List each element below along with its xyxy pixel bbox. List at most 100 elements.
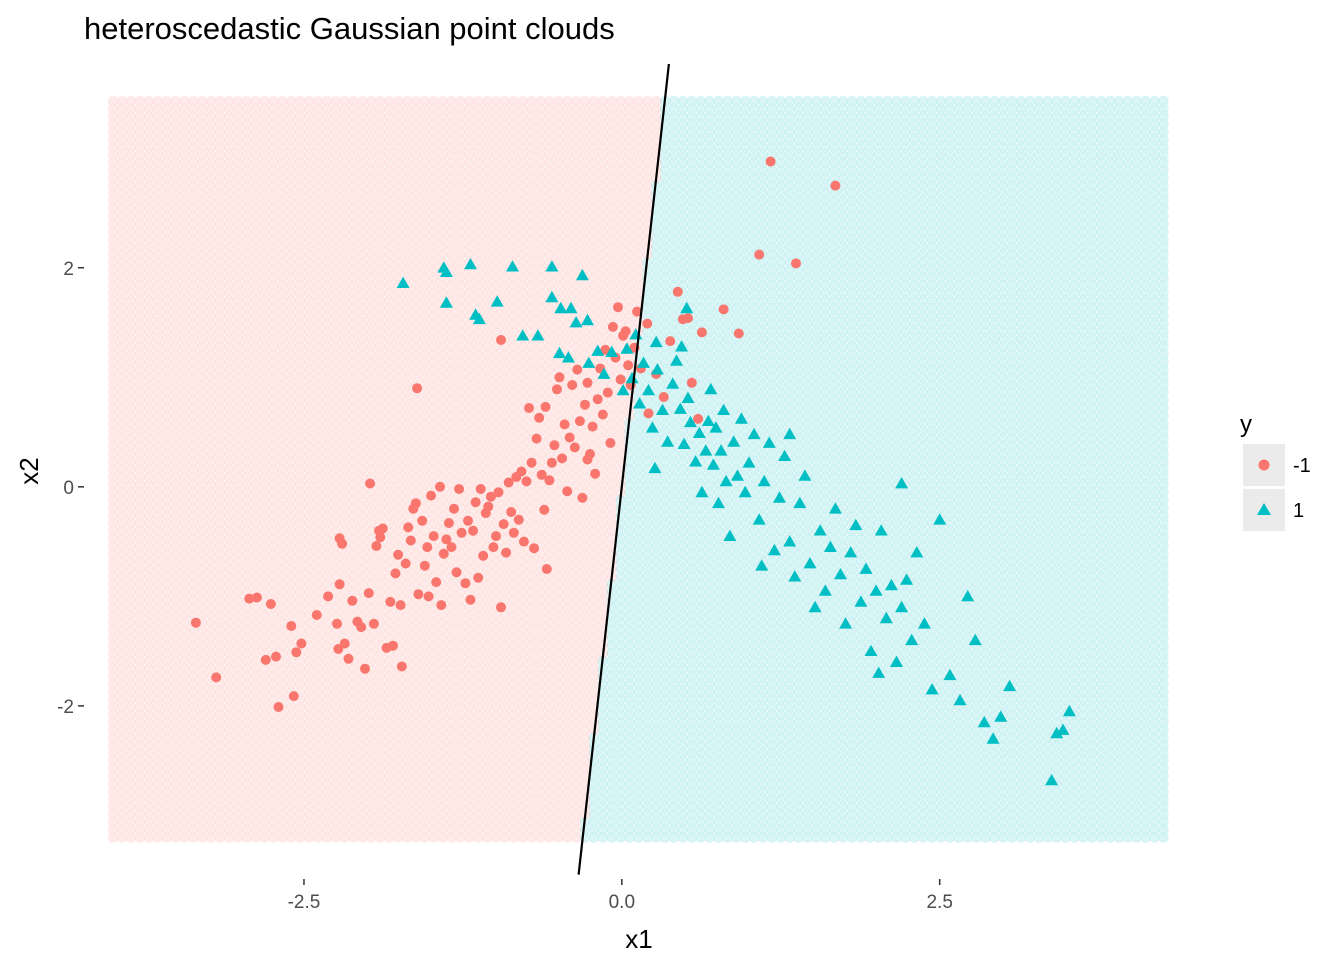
point-positive-44	[699, 444, 713, 456]
point-negative-146	[830, 180, 841, 191]
point-positive-0	[396, 276, 410, 288]
point-positive-38	[677, 437, 691, 449]
point-positive-7	[490, 295, 504, 307]
point-positive-48	[709, 421, 723, 433]
background-region-negative	[107, 95, 662, 843]
point-positive-39	[681, 391, 695, 403]
point-negative-62	[460, 578, 471, 589]
point-negative-23	[356, 622, 367, 633]
point-negative-142	[733, 328, 744, 339]
point-positive-83	[869, 584, 883, 596]
point-negative-75	[493, 487, 504, 498]
point-positive-16	[575, 268, 589, 281]
point-negative-14	[332, 618, 342, 629]
point-negative-104	[567, 380, 578, 390]
point-negative-113	[590, 468, 601, 479]
point-negative-97	[549, 440, 560, 451]
point-negative-147	[582, 454, 593, 465]
point-positive-65	[778, 449, 792, 461]
point-negative-99	[554, 372, 565, 383]
point-negative-93	[539, 504, 550, 515]
point-negative-95	[544, 475, 555, 486]
point-negative-125	[620, 326, 631, 337]
point-negative-66	[470, 497, 481, 508]
point-positive-98	[968, 633, 982, 646]
point-positive-22	[605, 345, 619, 357]
point-negative-21	[347, 595, 358, 606]
point-negative-105	[569, 442, 580, 453]
point-negative-48	[423, 591, 434, 602]
point-positive-66	[783, 535, 797, 547]
y-tick-label-2: 2	[63, 259, 74, 280]
point-positive-53	[723, 529, 737, 541]
point-positive-29	[642, 383, 655, 396]
legend: y -1 1	[1240, 411, 1311, 531]
point-negative-107	[574, 416, 585, 427]
point-negative-30	[375, 532, 386, 543]
point-negative-49	[426, 490, 437, 501]
point-negative-150	[540, 401, 551, 412]
x-axis-title: x1	[625, 924, 652, 954]
point-positive-64	[773, 491, 786, 503]
classification-background	[107, 95, 1169, 843]
point-negative-54	[438, 548, 449, 559]
point-positive-35	[666, 377, 680, 389]
point-negative-120	[607, 321, 618, 332]
point-negative-106	[572, 364, 583, 375]
point-negative-73	[488, 542, 499, 553]
point-negative-85	[518, 536, 529, 547]
point-negative-137	[683, 313, 693, 324]
point-negative-143	[754, 249, 765, 260]
point-positive-90	[905, 633, 919, 646]
point-negative-59	[451, 567, 462, 578]
point-negative-103	[564, 432, 575, 443]
point-negative-1	[211, 672, 222, 683]
point-negative-67	[473, 572, 484, 583]
point-negative-119	[605, 438, 616, 448]
point-positive-41	[689, 455, 703, 467]
point-positive-25	[625, 371, 639, 384]
point-positive-54	[727, 435, 741, 447]
point-negative-65	[468, 525, 479, 536]
legend-symbol-positive	[1257, 503, 1271, 515]
point-negative-0	[190, 617, 201, 628]
point-positive-12	[545, 290, 559, 303]
legend-title: y	[1240, 411, 1252, 438]
point-positive-75	[828, 502, 842, 514]
point-negative-72	[485, 491, 496, 502]
point-positive-71	[808, 600, 822, 613]
y-tick-label-0: -2	[57, 697, 74, 718]
point-negative-116	[597, 409, 608, 420]
point-positive-23	[616, 383, 630, 396]
point-negative-126	[623, 360, 634, 371]
point-negative-96	[546, 457, 557, 468]
point-negative-31	[377, 523, 388, 534]
point-positive-84	[874, 524, 888, 536]
point-positive-42	[692, 426, 706, 438]
point-negative-92	[536, 469, 547, 480]
point-positive-93	[925, 683, 939, 695]
point-positive-103	[1045, 773, 1059, 786]
point-negative-33	[385, 596, 396, 607]
point-negative-38	[396, 661, 407, 672]
point-negative-18	[337, 538, 348, 549]
point-negative-27	[368, 618, 379, 629]
point-positive-34	[661, 435, 675, 447]
y-axis: -2 0 2	[57, 259, 84, 718]
point-negative-35	[390, 568, 401, 579]
point-positive-58	[742, 456, 756, 468]
point-positive-107	[895, 477, 909, 489]
point-positive-36	[670, 354, 683, 366]
point-positive-102	[1003, 679, 1017, 692]
point-negative-46	[419, 560, 430, 571]
point-negative-9	[288, 691, 299, 702]
point-positive-52	[719, 474, 733, 487]
point-positive-57	[738, 485, 752, 498]
point-positive-50	[714, 444, 728, 456]
point-positive-99	[977, 715, 991, 728]
point-positive-85	[879, 611, 893, 624]
point-negative-17	[334, 579, 345, 590]
point-negative-20	[343, 653, 354, 664]
point-positive-88	[895, 600, 909, 613]
